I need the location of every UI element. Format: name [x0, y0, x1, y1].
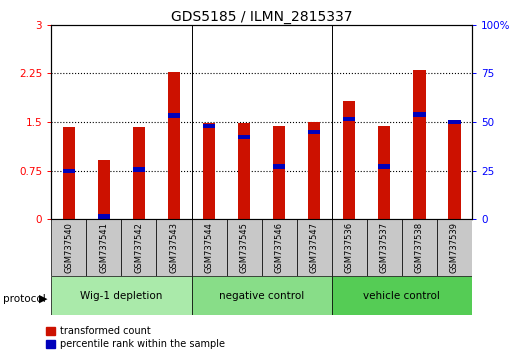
Bar	[98, 160, 110, 219]
Bar	[63, 127, 75, 219]
Bar	[122, 219, 156, 276]
Text: protocol: protocol	[3, 294, 45, 304]
Bar	[262, 219, 297, 276]
Text: GSM737538: GSM737538	[415, 222, 424, 273]
Bar	[437, 219, 472, 276]
Text: Wig-1 depletion: Wig-1 depletion	[80, 291, 163, 301]
Text: GSM737546: GSM737546	[274, 222, 284, 273]
Bar	[343, 116, 356, 121]
Text: ▶: ▶	[39, 294, 48, 304]
Bar	[63, 169, 75, 173]
Bar	[297, 219, 332, 276]
Bar	[86, 219, 122, 276]
Bar	[168, 72, 180, 219]
Bar	[191, 219, 227, 276]
Text: GSM737540: GSM737540	[64, 222, 73, 273]
Bar	[448, 122, 461, 219]
Bar	[227, 219, 262, 276]
Bar	[273, 126, 285, 219]
Bar	[133, 127, 145, 219]
Bar	[168, 113, 180, 118]
Bar	[308, 122, 320, 219]
Text: GSM737545: GSM737545	[240, 222, 249, 273]
Bar	[191, 276, 332, 315]
Bar	[378, 126, 390, 219]
Text: GSM737544: GSM737544	[205, 222, 213, 273]
Text: GSM737547: GSM737547	[310, 222, 319, 273]
Bar	[448, 120, 461, 124]
Text: GSM737541: GSM737541	[100, 222, 108, 273]
Bar	[51, 219, 86, 276]
Bar	[332, 219, 367, 276]
Text: GSM737542: GSM737542	[134, 222, 144, 273]
Text: GSM737543: GSM737543	[169, 222, 179, 273]
Text: GSM737539: GSM737539	[450, 222, 459, 273]
Bar	[402, 219, 437, 276]
Bar	[203, 123, 215, 219]
Legend: transformed count, percentile rank within the sample: transformed count, percentile rank withi…	[46, 326, 225, 349]
Bar	[367, 219, 402, 276]
Bar	[332, 276, 472, 315]
Title: GDS5185 / ILMN_2815337: GDS5185 / ILMN_2815337	[171, 10, 352, 24]
Bar	[238, 123, 250, 219]
Bar	[156, 219, 191, 276]
Text: GSM737536: GSM737536	[345, 222, 354, 273]
Bar	[308, 130, 320, 134]
Text: GSM737537: GSM737537	[380, 222, 389, 273]
Bar	[378, 164, 390, 169]
Bar	[133, 167, 145, 172]
Bar	[273, 164, 285, 169]
Bar	[343, 101, 356, 219]
Bar	[238, 135, 250, 139]
Bar	[203, 124, 215, 128]
Bar	[98, 214, 110, 218]
Bar	[413, 70, 425, 219]
Bar	[51, 276, 191, 315]
Bar	[413, 112, 425, 116]
Text: vehicle control: vehicle control	[363, 291, 440, 301]
Text: negative control: negative control	[219, 291, 304, 301]
